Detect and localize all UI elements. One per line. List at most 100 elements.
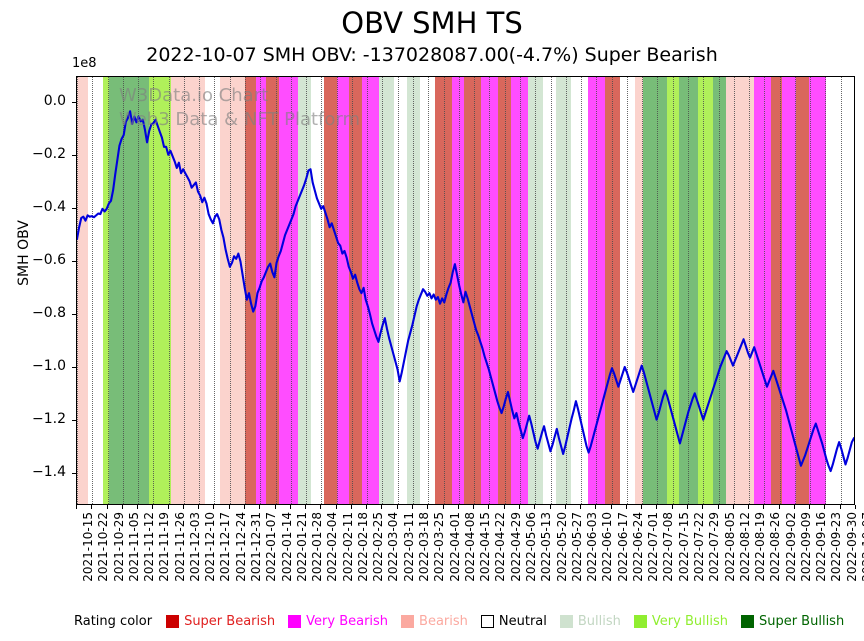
legend-item[interactable]: Bearish — [401, 614, 468, 629]
x-axis-tick-mark — [457, 505, 459, 509]
x-axis-tick-label: 2022-06-10 — [600, 512, 615, 582]
x-axis-tick-mark — [152, 505, 154, 509]
rating-bands-layer — [77, 77, 854, 504]
gridline-vertical — [703, 77, 705, 504]
gridline-vertical — [443, 77, 445, 504]
gridline-vertical — [535, 77, 537, 504]
x-axis-tick-label: 2021-11-19 — [157, 512, 172, 582]
x-axis-tick-label: 2021-10-22 — [96, 512, 111, 582]
rating-band — [394, 77, 407, 504]
x-axis-tick-label: 2022-10-07 — [860, 512, 864, 582]
gridline-vertical — [626, 77, 628, 504]
x-axis-tick-label: 2021-10-29 — [111, 512, 126, 582]
x-axis-tick-label: 2022-08-19 — [753, 512, 768, 582]
gridline-vertical — [550, 77, 552, 504]
gridline-vertical — [733, 77, 735, 504]
gridline-vertical — [642, 77, 644, 504]
x-axis-tick-mark — [702, 505, 704, 509]
x-axis-tick-label: 2021-12-17 — [218, 512, 233, 582]
x-axis-tick-mark — [381, 505, 383, 509]
y-axis-tick-label: −0.4 — [32, 199, 66, 216]
x-axis-tick-label: 2021-12-10 — [203, 512, 218, 582]
x-axis-tick-mark — [259, 505, 261, 509]
obv-line-series — [77, 110, 854, 473]
x-axis-tick-label: 2022-04-15 — [478, 512, 493, 582]
rating-band — [102, 77, 109, 504]
x-axis-tick-mark — [641, 505, 643, 509]
rating-band — [219, 77, 246, 504]
rating-band — [245, 77, 256, 504]
legend-swatch-icon — [166, 615, 180, 628]
x-axis-tick-mark — [320, 505, 322, 509]
x-axis-tick-label: 2022-07-22 — [691, 512, 706, 582]
x-axis-tick-label: 2022-05-27 — [569, 512, 584, 582]
legend: Rating color Super Bearish Very Bearish Be… — [74, 614, 857, 629]
rating-band — [434, 77, 452, 504]
rating-band — [809, 77, 827, 504]
page-title: OBV SMH TS — [341, 6, 523, 40]
legend-item[interactable]: Super Bullish — [740, 614, 844, 629]
rating-band — [279, 77, 299, 504]
x-axis-tick-mark — [839, 505, 841, 509]
rating-band — [781, 77, 797, 504]
x-axis-tick-mark — [793, 505, 795, 509]
gridline-vertical — [596, 77, 598, 504]
legend-label: Bullish — [577, 614, 621, 629]
legend-item[interactable]: Neutral — [480, 614, 547, 629]
x-axis-tick-mark — [656, 505, 658, 509]
x-axis-tick-label: 2022-06-03 — [585, 512, 600, 582]
rating-band — [323, 77, 337, 504]
rating-band — [298, 77, 312, 504]
x-axis-tick-label: 2022-09-09 — [798, 512, 813, 582]
legend-title: Rating color — [74, 614, 153, 629]
y-axis-tick-mark — [72, 102, 76, 104]
rating-band — [149, 77, 171, 504]
x-axis-tick-label: 2022-07-08 — [661, 512, 676, 582]
gridline-vertical — [794, 77, 796, 504]
x-axis-tick-mark — [427, 505, 429, 509]
rating-band — [170, 77, 205, 504]
x-axis-tick-label: 2021-12-24 — [233, 512, 248, 582]
x-axis-tick-label: 2022-04-01 — [447, 512, 462, 582]
rating-band — [108, 77, 150, 504]
x-axis-tick-mark — [686, 505, 688, 509]
x-axis-tick-mark — [595, 505, 597, 509]
legend-item[interactable]: Very Bearish — [288, 614, 388, 629]
gridline-vertical — [397, 77, 399, 504]
x-axis-tick-label: 2021-11-26 — [172, 512, 187, 582]
legend-swatch-icon — [288, 615, 302, 628]
x-axis-tick-label: 2022-02-18 — [355, 512, 370, 582]
x-axis-tick-mark — [228, 505, 230, 509]
x-axis-tick-label: 2022-04-08 — [462, 512, 477, 582]
gridline-vertical — [657, 77, 659, 504]
x-axis-tick-label: 2022-02-25 — [371, 512, 386, 582]
rating-band — [204, 77, 220, 504]
x-axis-tick-mark — [305, 505, 307, 509]
gridline-vertical — [413, 77, 415, 504]
gridline-vertical — [336, 77, 338, 504]
legend-label: Super Bearish — [184, 614, 276, 629]
rating-band — [713, 77, 727, 504]
gridline-vertical — [474, 77, 476, 504]
x-axis-tick-mark — [488, 505, 490, 509]
rating-band — [511, 77, 529, 504]
gridline-vertical — [138, 77, 140, 504]
y-axis-tick-mark — [72, 261, 76, 263]
x-axis-tick-label: 2022-05-20 — [554, 512, 569, 582]
x-axis-tick-mark — [549, 505, 551, 509]
legend-item[interactable]: Super Bearish — [166, 614, 275, 629]
x-axis-tick-label: 2022-08-05 — [722, 512, 737, 582]
x-axis-tick-label: 2022-06-17 — [615, 512, 630, 582]
x-axis-tick-mark — [717, 505, 719, 509]
x-axis-tick-mark — [442, 505, 444, 509]
rating-band — [770, 77, 782, 504]
x-axis-tick-mark — [350, 505, 352, 509]
legend-swatch-icon — [740, 615, 754, 628]
x-axis-tick-label: 2022-08-12 — [737, 512, 752, 582]
legend-item[interactable]: Very Bullish — [633, 614, 728, 629]
legend-item[interactable]: Bullish — [559, 614, 621, 629]
x-axis-tick-mark — [518, 505, 520, 509]
x-axis-tick-mark — [473, 505, 475, 509]
x-axis-tick-label: 2022-04-22 — [493, 512, 508, 582]
